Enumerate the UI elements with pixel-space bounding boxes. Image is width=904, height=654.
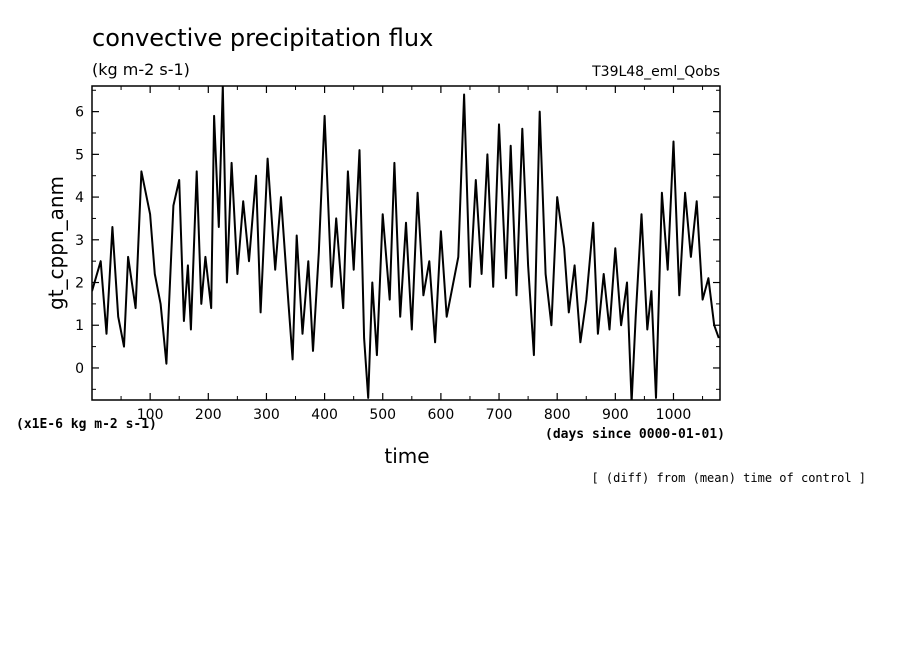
run-label: T39L48_eml_Qobs bbox=[591, 64, 720, 80]
x-tick-label: 400 bbox=[311, 407, 338, 423]
footnote: [ (diff) from (mean) time of control ] bbox=[591, 471, 866, 485]
y-tick-label: 5 bbox=[75, 147, 84, 163]
x-tick-label: 200 bbox=[195, 407, 222, 423]
x-tick-label: 900 bbox=[602, 407, 629, 423]
chart-units: (kg m-2 s-1) bbox=[92, 60, 190, 79]
y-tick-label: 3 bbox=[75, 233, 84, 249]
y-tick-label: 0 bbox=[75, 361, 84, 377]
series-line-group bbox=[92, 86, 720, 400]
x-tick-label: 500 bbox=[369, 407, 396, 423]
y-tick-label: 1 bbox=[75, 318, 84, 334]
x-tick-label: 1000 bbox=[656, 407, 692, 423]
x-tick-label: 100 bbox=[137, 407, 164, 423]
x-tick-label: 800 bbox=[544, 407, 571, 423]
y-tick-label: 4 bbox=[75, 190, 84, 206]
plot-frame bbox=[91, 85, 721, 401]
x-tick-label: 600 bbox=[428, 407, 455, 423]
y-tick-label: 6 bbox=[75, 105, 84, 121]
x-units-note: (days since 0000-01-01) bbox=[545, 427, 725, 442]
chart-title: convective precipitation flux bbox=[92, 24, 433, 52]
y-axis-label: gt_cppn_anm bbox=[44, 176, 68, 310]
x-axis: 100 200 300 400 500 600 700 800 900 1000 bbox=[120, 86, 704, 423]
series-line-0 bbox=[92, 86, 720, 400]
x-tick-label: 300 bbox=[253, 407, 280, 423]
y-axis: 0 1 2 3 4 5 6 bbox=[75, 89, 720, 390]
y-tick-label: 2 bbox=[75, 276, 84, 292]
x-tick-label: 700 bbox=[486, 407, 513, 423]
x-axis-label: time bbox=[384, 444, 429, 468]
y-scale-note: (x1E-6 kg m-2 s-1) bbox=[16, 417, 157, 432]
